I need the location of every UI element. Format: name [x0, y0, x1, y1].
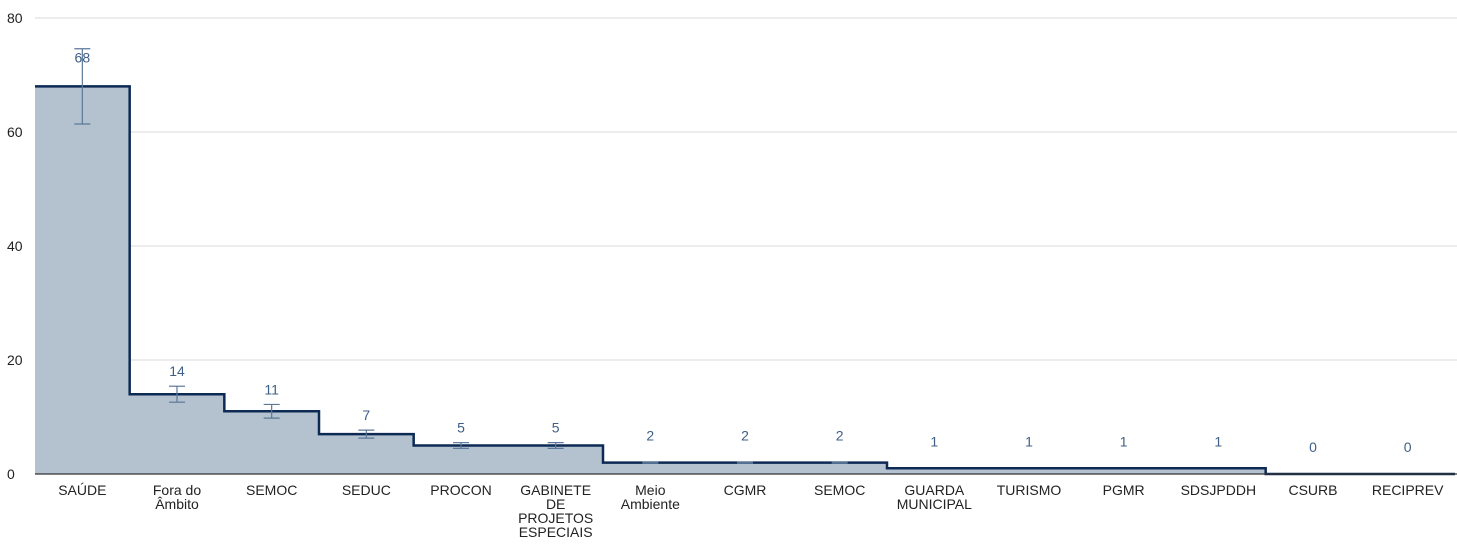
data-label-13: 0: [1309, 439, 1317, 455]
data-label-6: 2: [646, 428, 654, 444]
error-bar-7: [737, 461, 753, 464]
data-label-7: 2: [741, 428, 749, 444]
data-label-10: 1: [1025, 433, 1033, 449]
x-tick-label-3: SEDUC: [342, 482, 391, 498]
x-tick-label-line: Meio: [635, 482, 666, 498]
y-tick-label-40: 40: [7, 238, 23, 254]
x-tick-label-5: GABINETE DE PROJETOS ESPECIAIS: [518, 482, 593, 540]
x-tick-label-line: GABINETE: [520, 482, 591, 498]
y-tick-label-0: 0: [7, 466, 15, 482]
x-tick-label-14: RECIPREV: [1372, 482, 1444, 498]
grid-lines: [35, 17, 1457, 361]
error-bar-2: [263, 403, 280, 419]
data-label-5: 5: [552, 420, 560, 436]
x-tick-label-1: Fora do Âmbito: [153, 482, 201, 512]
data-label-12: 1: [1214, 433, 1222, 449]
x-tick-label-line: GUARDA: [904, 482, 965, 498]
x-tick-label-line: PGMR: [1103, 482, 1145, 498]
data-label-9: 1: [930, 433, 938, 449]
x-tick-label-13: CSURB: [1288, 482, 1337, 498]
x-tick-label-6: Meio Ambiente: [621, 482, 680, 512]
x-tick-label-2: SEMOC: [246, 482, 297, 498]
error-bar-1: [169, 385, 185, 403]
x-tick-label-line: Ambiente: [621, 496, 680, 512]
x-axis-category-labels: SAÚDE Fora do Âmbito SEMOC SEDUC PROCON GABINE…: [58, 482, 1444, 540]
x-tick-label-line: CSURB: [1288, 482, 1337, 498]
step-area-series: [35, 85, 1455, 476]
data-label-0: 68: [75, 49, 91, 65]
x-tick-label-line: PROCON: [430, 482, 491, 498]
y-tick-label-60: 60: [7, 124, 23, 140]
x-tick-label-9: GUARDA MUNICIPAL: [897, 482, 972, 512]
x-tick-label-line: SEMOC: [246, 482, 297, 498]
step-area-fill: [35, 86, 1455, 475]
error-bar-3: [358, 429, 375, 439]
data-label-2: 11: [264, 381, 279, 397]
error-bar-4: [453, 442, 469, 449]
x-tick-label-line: DE: [546, 496, 565, 512]
x-tick-label-4: PROCON: [430, 482, 491, 498]
data-label-14: 0: [1404, 439, 1412, 455]
x-tick-label-line: ESPECIAIS: [519, 524, 593, 540]
x-tick-label-line: CGMR: [724, 482, 767, 498]
error-bar-0: [74, 48, 91, 125]
data-label-11: 1: [1120, 433, 1128, 449]
y-tick-label-80: 80: [7, 10, 23, 26]
x-tick-label-line: RECIPREV: [1372, 482, 1444, 498]
error-bar-6: [642, 461, 659, 464]
x-tick-label-7: CGMR: [724, 482, 767, 498]
x-tick-label-line: TURISMO: [997, 482, 1062, 498]
x-tick-label-line: SDSJPDDH: [1181, 482, 1256, 498]
x-tick-label-0: SAÚDE: [58, 482, 106, 498]
error-bar-5: [547, 442, 564, 449]
x-tick-label-line: Fora do: [153, 482, 201, 498]
x-tick-label-line: MUNICIPAL: [897, 496, 972, 512]
data-label-3: 7: [362, 407, 370, 423]
data-label-4: 5: [457, 420, 465, 436]
y-axis-tick-labels: 0 20 40 60 80: [7, 10, 23, 482]
data-label-8: 2: [836, 428, 844, 444]
x-tick-label-8: SEMOC: [814, 482, 865, 498]
x-tick-label-line: SEDUC: [342, 482, 391, 498]
x-tick-label-line: Âmbito: [155, 496, 199, 512]
x-tick-label-12: SDSJPDDH: [1181, 482, 1256, 498]
x-tick-label-10: TURISMO: [997, 482, 1062, 498]
x-tick-label-line: SAÚDE: [58, 482, 106, 498]
data-label-1: 14: [169, 363, 185, 379]
error-bar-8: [831, 461, 848, 464]
x-tick-label-line: SEMOC: [814, 482, 865, 498]
y-tick-label-20: 20: [7, 352, 23, 368]
step-line: [35, 85, 1455, 476]
error-bars: [74, 48, 848, 464]
x-tick-label-line: PROJETOS: [518, 510, 593, 526]
x-tick-label-11: PGMR: [1103, 482, 1145, 498]
